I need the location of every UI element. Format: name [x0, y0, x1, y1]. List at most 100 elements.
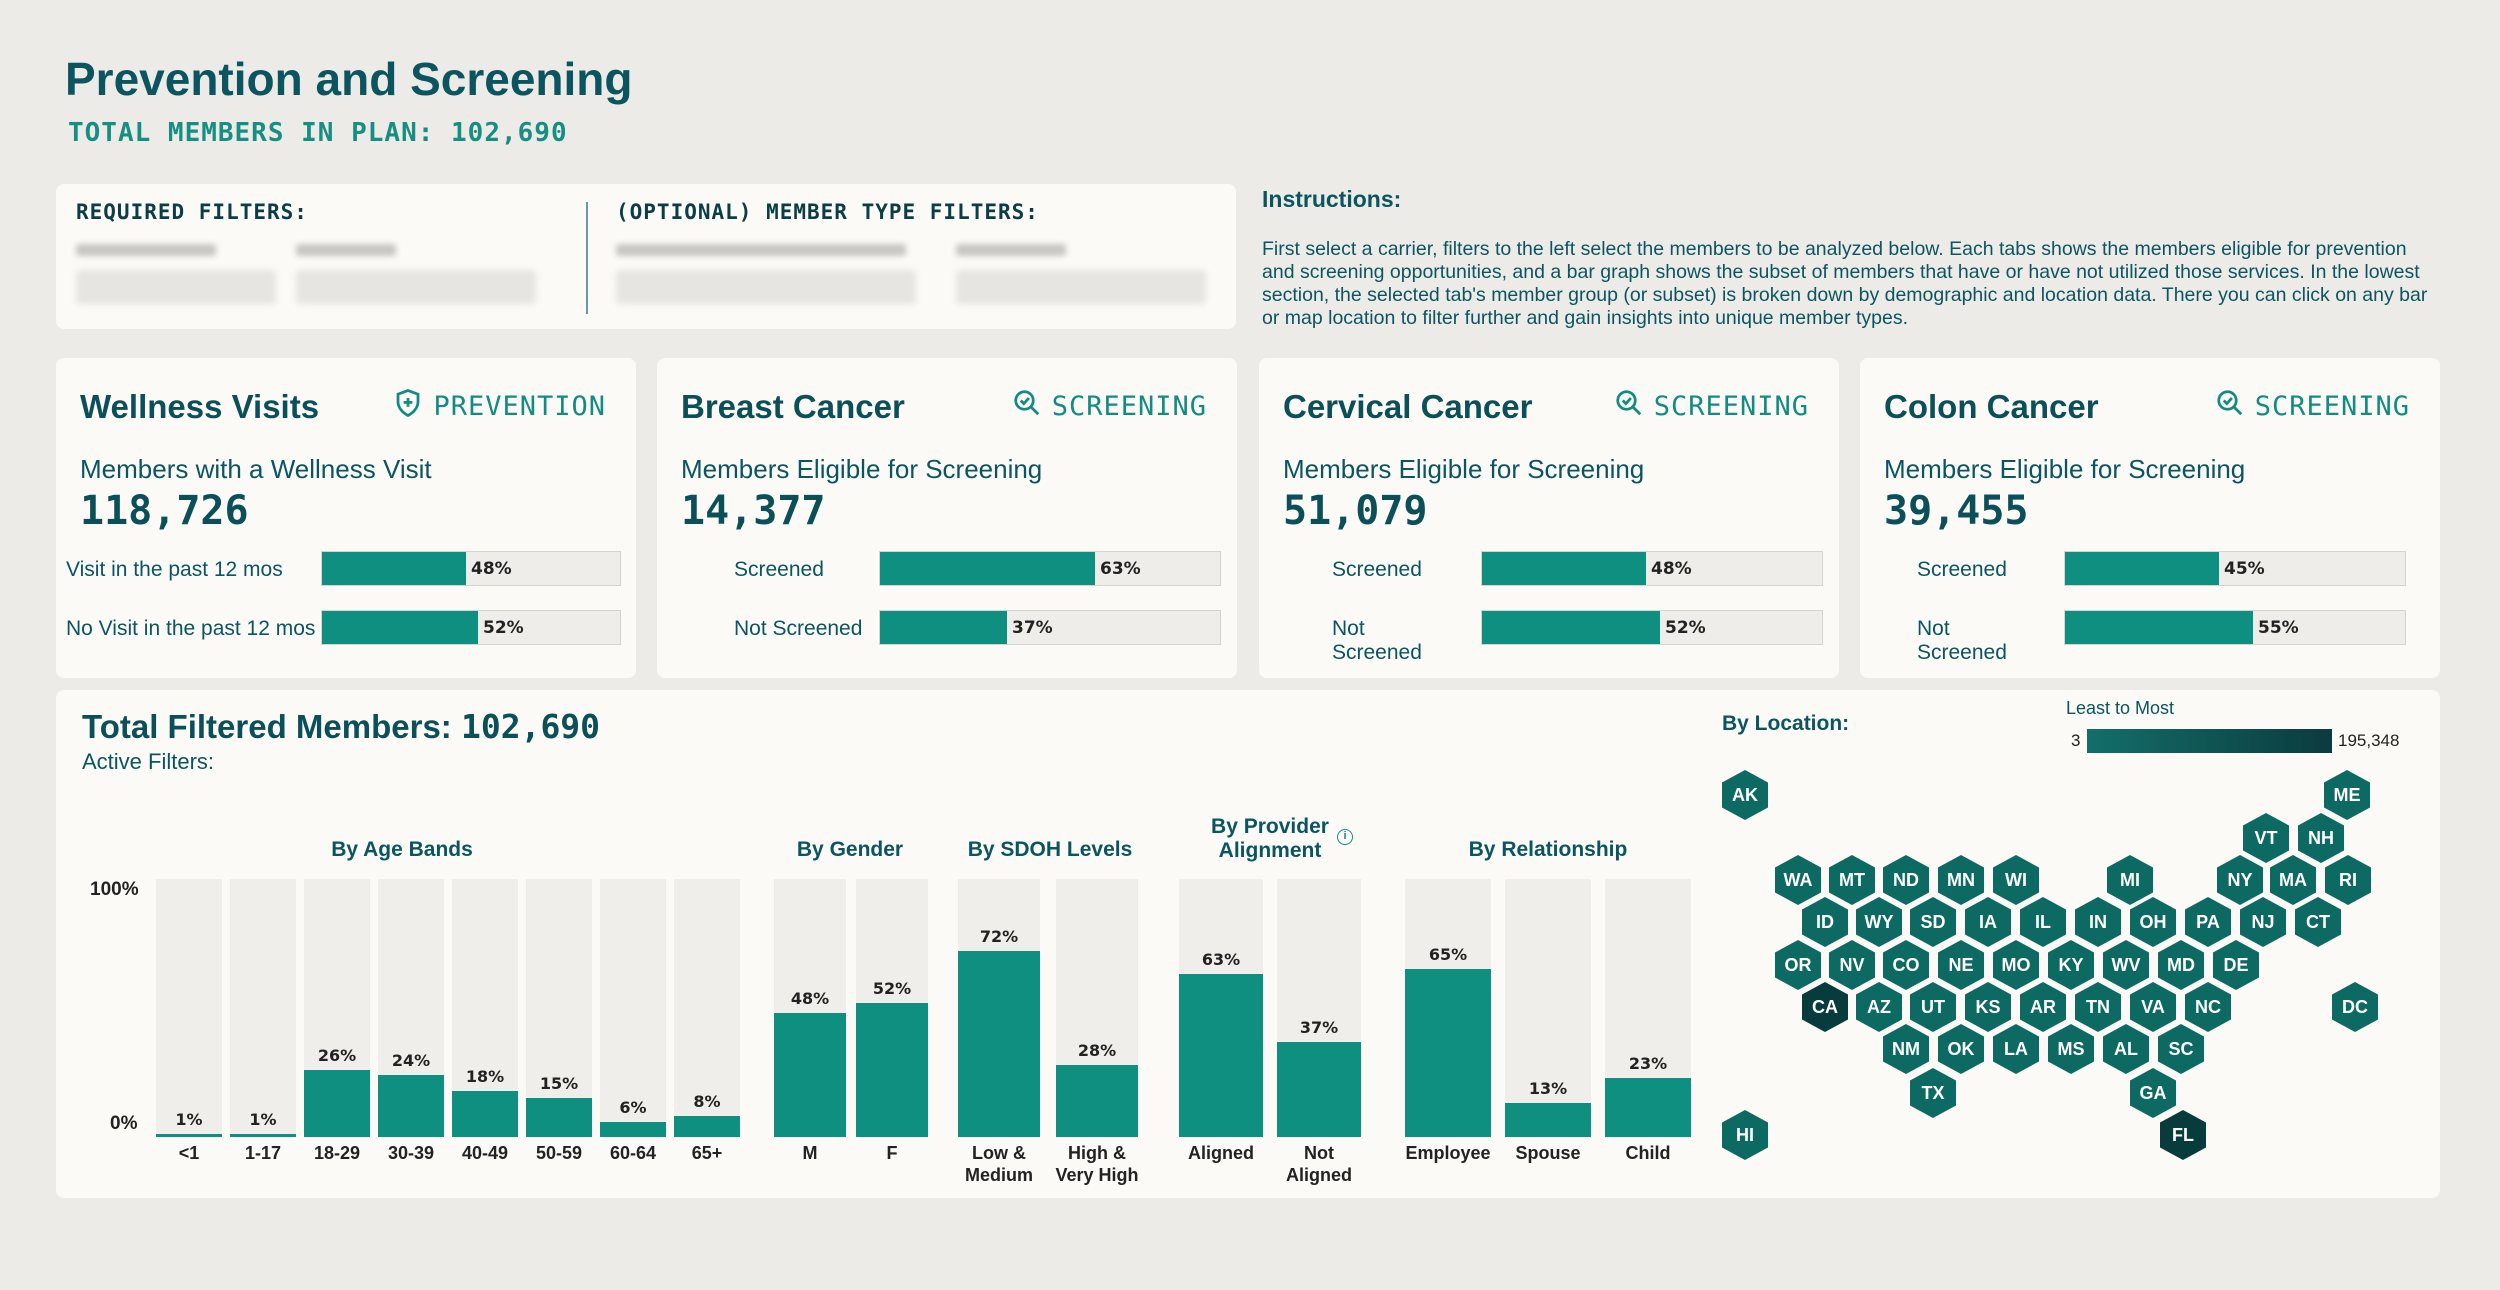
vbar[interactable] [774, 1013, 846, 1137]
state-fl[interactable]: FL [2160, 1110, 2206, 1160]
state-ga[interactable]: GA [2130, 1068, 2176, 1118]
hbar-yes[interactable]: 48% [321, 551, 621, 586]
vbar[interactable] [156, 1134, 222, 1137]
vbar[interactable] [1405, 969, 1491, 1137]
filter-carrier-select[interactable] [296, 270, 536, 304]
state-vt[interactable]: VT [2243, 813, 2289, 863]
state-dc[interactable]: DC [2332, 982, 2378, 1032]
hbar-value: 37% [1012, 618, 1053, 638]
card-title: Breast Cancer [681, 388, 905, 425]
bar-row-label: Not Screened [734, 617, 863, 640]
vbar-category-label: High & Very High [1055, 1143, 1139, 1185]
vbar-background[interactable] [1505, 879, 1591, 1137]
vbar-category-label: 30-39 [387, 1143, 435, 1163]
state-sc[interactable]: SC [2158, 1024, 2204, 1074]
filter-carrier-label [296, 244, 396, 256]
vbar-category-label: <1 [178, 1143, 200, 1163]
state-nm[interactable]: NM [1883, 1024, 1929, 1074]
hbar-no[interactable]: 37% [879, 610, 1221, 645]
hbar-no[interactable]: 55% [2064, 610, 2406, 645]
vbar[interactable] [304, 1070, 370, 1137]
state-me[interactable]: ME [2324, 770, 2370, 820]
vbar-background[interactable] [156, 879, 222, 1137]
filter-organization-select[interactable] [76, 270, 276, 304]
vbar-background[interactable] [674, 879, 740, 1137]
state-nj[interactable]: NJ [2240, 897, 2286, 947]
vbar-category-label: Employee [1405, 1143, 1491, 1163]
state-in[interactable]: IN [2075, 897, 2121, 947]
filter-coverage-select[interactable] [616, 270, 916, 304]
state-oh[interactable]: OH [2130, 897, 2176, 947]
state-md[interactable]: MD [2158, 940, 2204, 990]
card-metric-value: 39,455 [1884, 488, 2029, 534]
vbar[interactable] [1179, 974, 1263, 1137]
state-ky[interactable]: KY [2048, 940, 2094, 990]
card-cervical-cancer[interactable]: Cervical Cancer SCREENING Members Eligib… [1259, 358, 1839, 678]
filter-months-slider[interactable] [956, 270, 1206, 304]
hbar-yes[interactable]: 45% [2064, 551, 2406, 586]
chart-group-title: By Gender [796, 838, 904, 861]
bar-row-label: Screened [1917, 558, 2007, 581]
bar-row-label: Not Screened [1332, 617, 1422, 664]
hbar-value: 52% [1665, 618, 1706, 638]
vbar[interactable] [674, 1116, 740, 1137]
state-ms[interactable]: MS [2048, 1024, 2094, 1074]
vbar[interactable] [1605, 1078, 1691, 1137]
vbar[interactable] [600, 1122, 666, 1137]
state-ct[interactable]: CT [2295, 897, 2341, 947]
state-tx[interactable]: TX [1910, 1068, 1956, 1118]
legend-title: Least to Most [2066, 698, 2175, 718]
vbar-value-label: 63% [1201, 950, 1241, 969]
vbar-value-label: 13% [1528, 1079, 1568, 1098]
by-location-title: By Location: [1722, 712, 1850, 735]
state-ny[interactable]: NY [2217, 855, 2263, 905]
state-mi[interactable]: MI [2107, 855, 2153, 905]
card-breast-cancer[interactable]: Breast Cancer SCREENING Members Eligible… [657, 358, 1237, 678]
vbar-value-label: 18% [465, 1067, 505, 1086]
vbar[interactable] [1277, 1042, 1361, 1137]
state-de[interactable]: DE [2213, 940, 2259, 990]
hbar-no[interactable]: 52% [1481, 610, 1823, 645]
legend-max: 195,348 [2338, 731, 2400, 750]
state-tn[interactable]: TN [2075, 982, 2121, 1032]
instructions-title: Instructions: [1262, 186, 1402, 212]
required-filters-label: REQUIRED FILTERS: [76, 200, 308, 224]
vbar-background[interactable] [600, 879, 666, 1137]
state-pa[interactable]: PA [2185, 897, 2231, 947]
vbar[interactable] [452, 1091, 518, 1137]
hbar-yes[interactable]: 63% [879, 551, 1221, 586]
vbar[interactable] [1056, 1065, 1138, 1137]
state-la[interactable]: LA [1993, 1024, 2039, 1074]
vbar-category-label: 65+ [691, 1143, 723, 1163]
hbar-no[interactable]: 52% [321, 610, 621, 645]
info-icon[interactable]: i [1337, 829, 1353, 845]
state-al[interactable]: AL [2103, 1024, 2149, 1074]
vbar[interactable] [526, 1098, 592, 1137]
vbar-background[interactable] [526, 879, 592, 1137]
vbar[interactable] [856, 1003, 928, 1137]
state-wv[interactable]: WV [2103, 940, 2149, 990]
y-axis-top: 100% [90, 879, 139, 900]
vbar[interactable] [1505, 1103, 1591, 1137]
state-ma[interactable]: MA [2270, 855, 2316, 905]
filter-organization-label [76, 244, 216, 256]
hbar-yes[interactable]: 48% [1481, 551, 1823, 586]
state-hi[interactable]: HI [1722, 1110, 1768, 1160]
vbar[interactable] [230, 1134, 296, 1137]
vbar-background[interactable] [230, 879, 296, 1137]
state-nc[interactable]: NC [2185, 982, 2231, 1032]
state-nh[interactable]: NH [2298, 813, 2344, 863]
card-metric-label: Members Eligible for Screening [1884, 454, 2246, 484]
card-wellness-visits[interactable]: Wellness Visits PREVENTION Members with … [56, 358, 636, 678]
state-va[interactable]: VA [2130, 982, 2176, 1032]
state-ri[interactable]: RI [2325, 855, 2371, 905]
card-colon-cancer[interactable]: Colon Cancer SCREENING Members Eligible … [1860, 358, 2440, 678]
card-title: Colon Cancer [1884, 388, 2099, 425]
card-tag: SCREENING [2215, 388, 2410, 425]
hbar-value: 48% [1651, 559, 1692, 579]
vbar[interactable] [378, 1075, 444, 1137]
vbar[interactable] [958, 951, 1040, 1137]
hbar-fill [880, 611, 1007, 644]
filter-months-label [956, 244, 1066, 256]
state-ok[interactable]: OK [1938, 1024, 1984, 1074]
